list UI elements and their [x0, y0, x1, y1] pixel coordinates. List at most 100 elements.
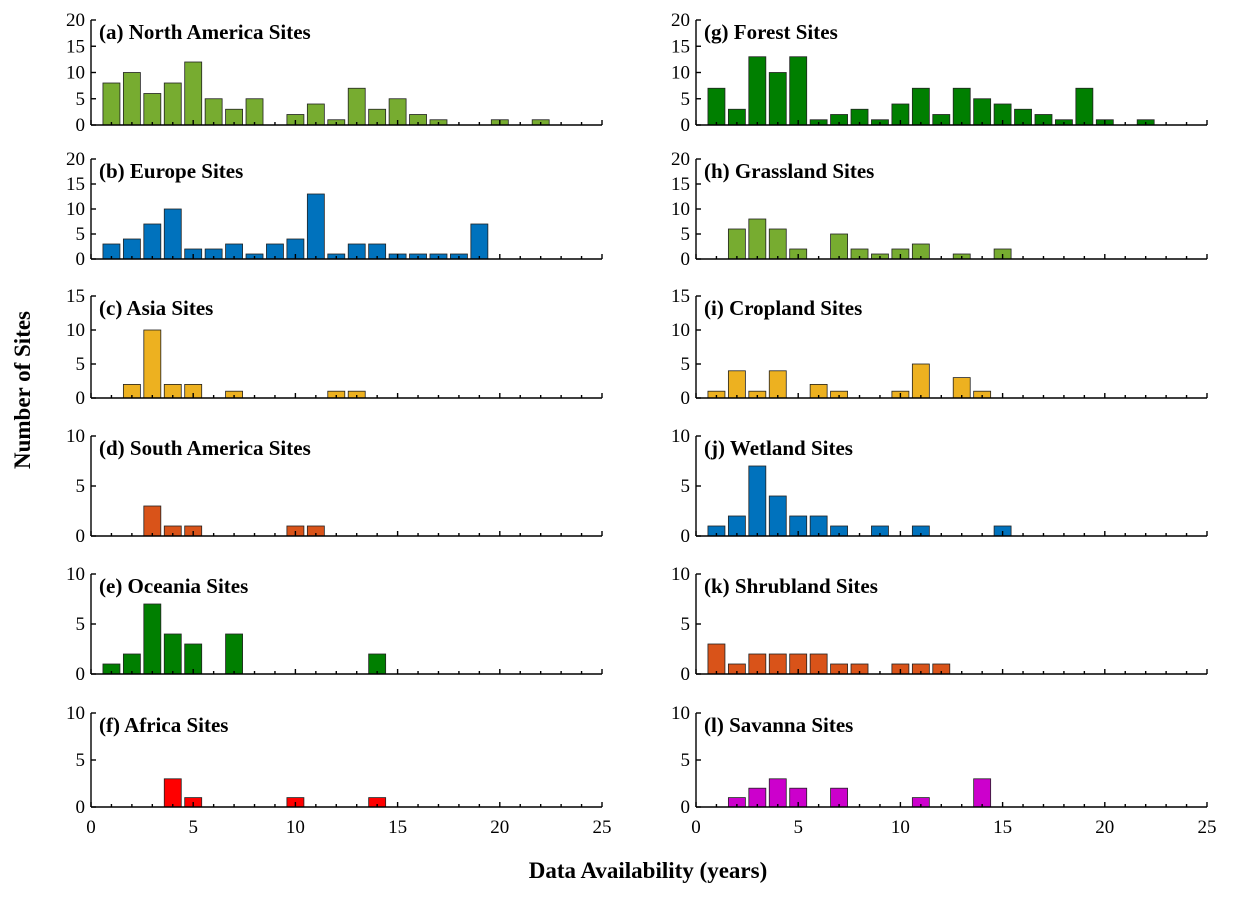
y-tick-label: 15	[66, 286, 85, 307]
bar	[768, 72, 787, 126]
y-tick-label: 15	[671, 174, 690, 195]
y-tick-label: 20	[66, 149, 85, 170]
bar	[163, 82, 182, 126]
bar	[768, 228, 787, 260]
bar	[163, 778, 182, 808]
y-tick-label: 20	[671, 149, 690, 170]
bar	[143, 505, 162, 537]
bar	[789, 56, 808, 126]
bar	[727, 228, 746, 260]
panel-1: 0 5 10 15 20 (a) North America Sites	[66, 10, 603, 136]
bar	[768, 495, 787, 537]
y-tick-label: 0	[681, 249, 691, 270]
bar	[973, 778, 992, 808]
panel-9: 0 5 10 15 (i) Cropland Sites	[671, 286, 1208, 409]
y-tick-label: 10	[66, 564, 85, 585]
y-tick-label: 5	[681, 476, 691, 497]
panel-7: 0 5 10 15 20 (g) Forest Sites	[671, 10, 1208, 136]
panel-title: (h) Grassland Sites	[704, 159, 874, 183]
y-tick-label: 5	[76, 476, 86, 497]
bar	[102, 82, 121, 126]
y-tick-label: 0	[681, 526, 691, 547]
panel-title: (i) Cropland Sites	[704, 296, 862, 320]
y-tick-label: 0	[76, 388, 86, 409]
y-tick-label: 0	[76, 115, 86, 136]
bar	[470, 223, 489, 260]
y-tick-label: 5	[76, 614, 86, 635]
panel-title: (d) South America Sites	[99, 436, 311, 460]
bar	[748, 465, 767, 537]
x-tick-label: 10	[286, 817, 305, 838]
y-tick-label: 0	[681, 664, 691, 685]
panel-5: 0 5 10 (e) Oceania Sites	[66, 564, 603, 685]
x-tick-label: 5	[188, 817, 198, 838]
panel-title: (f) Africa Sites	[99, 713, 228, 737]
panel-4: 0 5 10 (d) South America Sites	[66, 426, 603, 547]
bar	[143, 223, 162, 260]
y-tick-label: 10	[671, 426, 690, 447]
x-tick-label: 20	[1095, 817, 1114, 838]
bar	[952, 87, 971, 126]
bar	[204, 98, 223, 126]
panel-title: (g) Forest Sites	[704, 20, 838, 44]
bar	[911, 363, 930, 399]
panel-2: 0 5 10 15 20 (b) Europe Sites	[66, 149, 603, 270]
bar	[306, 103, 325, 126]
y-tick-label: 0	[681, 115, 691, 136]
panel-8: 0 5 10 15 20 (h) Grassland Sites	[671, 149, 1208, 270]
y-tick-label: 0	[681, 797, 691, 818]
y-tick-label: 5	[681, 750, 691, 771]
y-tick-label: 5	[681, 89, 691, 110]
x-tick-label: 20	[490, 817, 509, 838]
y-tick-label: 10	[66, 703, 85, 724]
y-tick-label: 10	[66, 199, 85, 220]
x-tick-label: 25	[1198, 817, 1217, 838]
y-tick-label: 0	[76, 249, 86, 270]
panel-title: (l) Savanna Sites	[704, 713, 853, 737]
y-tick-label: 5	[681, 614, 691, 635]
bar	[184, 61, 203, 126]
bar	[225, 633, 243, 675]
y-tick-label: 5	[76, 89, 86, 110]
y-tick-label: 10	[66, 63, 85, 84]
bar	[1075, 87, 1094, 126]
bar	[748, 218, 767, 260]
y-tick-label: 15	[66, 174, 85, 195]
panels-group: 0 5 10 15 20 (a) North America Sites 0 5 10 15 20 (…	[66, 10, 1217, 838]
x-tick-label: 10	[891, 817, 910, 838]
x-tick-label: 25	[593, 817, 612, 838]
panel-12: 0 5 10 0 5 10 15 20 25 (l) Savanna Sites	[671, 703, 1217, 838]
x-tick-label: 0	[86, 817, 96, 838]
bar	[911, 87, 930, 126]
bar	[707, 87, 726, 126]
y-tick-label: 0	[681, 388, 691, 409]
bar	[347, 87, 366, 126]
bar	[768, 778, 787, 808]
y-tick-label: 15	[671, 36, 690, 57]
y-axis-title: Number of Sites	[10, 311, 35, 469]
y-tick-label: 5	[681, 224, 691, 245]
panel-10: 0 5 10 (j) Wetland Sites	[671, 426, 1208, 547]
bar	[952, 377, 971, 399]
bar	[122, 72, 141, 126]
bar	[163, 633, 182, 675]
bar	[973, 98, 992, 126]
y-tick-label: 5	[76, 354, 86, 375]
bar	[306, 193, 325, 260]
y-tick-label: 10	[66, 320, 85, 341]
bar	[143, 603, 162, 675]
y-tick-label: 0	[76, 526, 86, 547]
panel-3: 0 5 10 15 (c) Asia Sites	[66, 286, 603, 409]
y-tick-label: 10	[671, 320, 690, 341]
panel-title: (b) Europe Sites	[99, 159, 243, 183]
y-tick-label: 0	[76, 664, 86, 685]
bar	[245, 98, 264, 126]
bar	[143, 93, 162, 126]
panel-11: 0 5 10 (k) Shrubland Sites	[671, 564, 1208, 685]
panel-title: (k) Shrubland Sites	[704, 574, 878, 598]
x-tick-label: 0	[691, 817, 701, 838]
bar	[143, 329, 162, 399]
panel-title: (j) Wetland Sites	[704, 436, 853, 460]
bar	[727, 370, 746, 399]
